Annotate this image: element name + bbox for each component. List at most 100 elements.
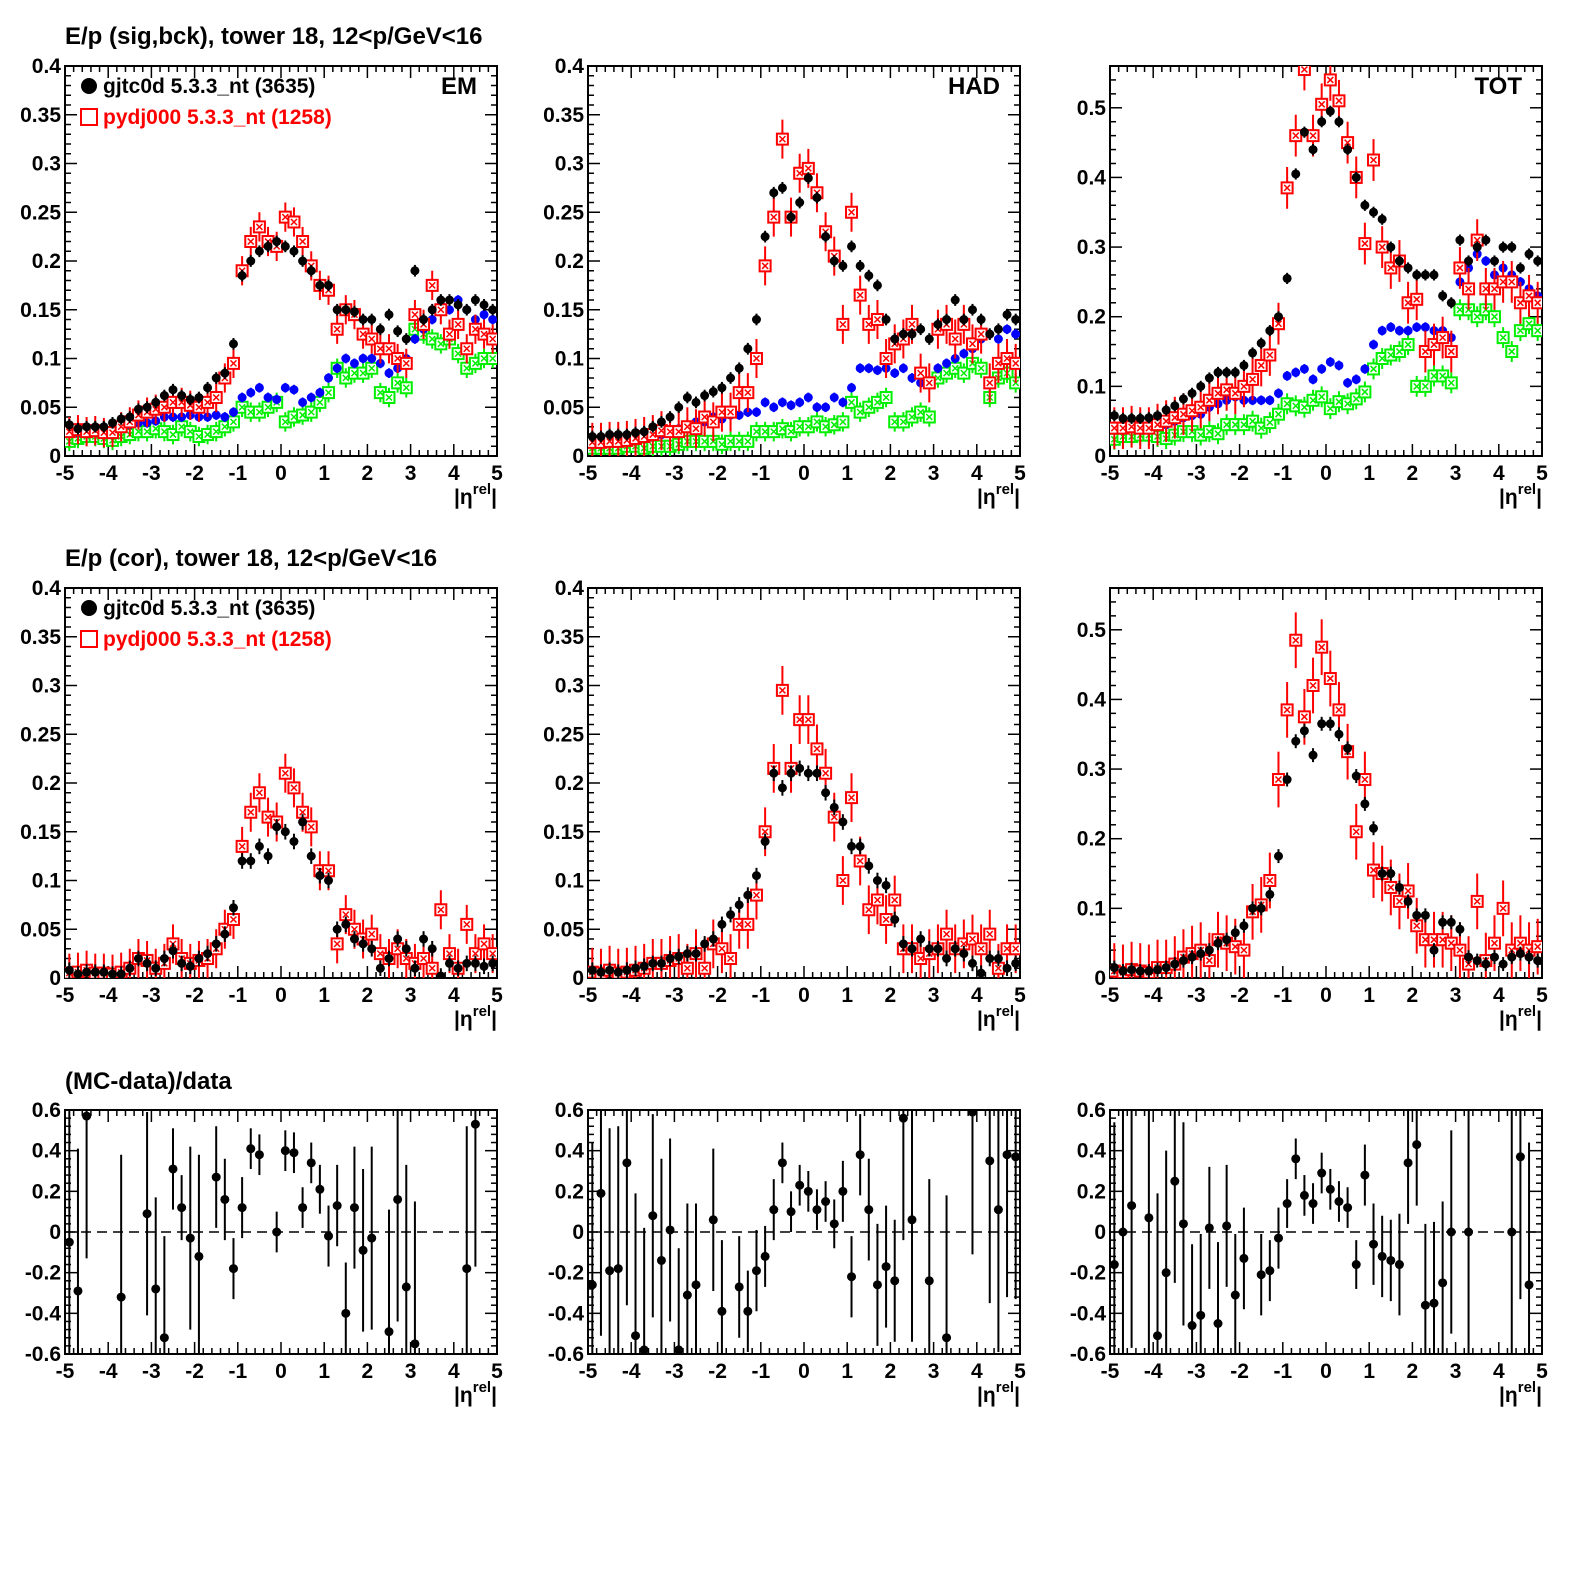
data-point-cross	[238, 403, 246, 411]
data-point	[1394, 882, 1404, 892]
data-point	[1386, 869, 1396, 879]
data-point	[1472, 956, 1482, 966]
data-point	[795, 198, 805, 207]
data-point	[1144, 966, 1154, 976]
data-point-cross	[1525, 292, 1533, 300]
data-point	[1204, 1223, 1214, 1233]
data-point-cross	[778, 135, 786, 143]
data-point-cross	[420, 954, 428, 963]
data-point	[194, 954, 204, 963]
data-point-cross	[1257, 424, 1265, 432]
data-point	[419, 934, 429, 944]
data-point-cross	[1292, 402, 1300, 410]
data-point	[401, 944, 411, 954]
data-point	[315, 280, 325, 290]
data-point	[393, 326, 403, 336]
x-tick-label: 4	[971, 984, 983, 1007]
data-point-cross	[1473, 313, 1481, 321]
y-tick-label: -0.4	[1070, 1302, 1107, 1325]
data-point-cross	[368, 335, 376, 343]
data-point	[1351, 1260, 1361, 1270]
data-layer	[588, 119, 1020, 456]
data-point	[349, 358, 359, 368]
data-point	[203, 949, 213, 959]
y-tick-label: 0.4	[32, 1140, 62, 1163]
data-point-cross	[1223, 421, 1231, 429]
data-point	[751, 407, 761, 417]
data-point	[639, 961, 649, 971]
chart-panel-cor-em: -5 -4 -3 -2 -1 0 1 2 3 4 5 0 0.05 0.1 0.15 0.2 0.25 0.3 0.…	[20, 577, 503, 1031]
data-point	[967, 305, 977, 315]
data-layer	[1110, 1110, 1534, 1354]
data-point-cross	[1439, 372, 1447, 380]
y-tick-label: 0.3	[555, 675, 584, 698]
y-tick-label: 0.1	[1077, 375, 1107, 398]
x-axis-label-bar: |	[1536, 1008, 1542, 1031]
data-point	[1161, 963, 1171, 973]
data-point-cross	[1283, 400, 1291, 408]
row-title-cor: E/p (cor), tower 18, 12<p/GeV<16	[65, 545, 437, 572]
data-point-cross	[1003, 945, 1011, 953]
data-point-cross	[873, 896, 881, 904]
x-axis-label-bar: |	[1536, 1384, 1542, 1407]
data-point	[777, 397, 787, 407]
data-point-cross	[882, 393, 890, 402]
x-tick-label: -3	[665, 984, 684, 1007]
data-point-cross	[847, 794, 856, 802]
data-point	[419, 315, 429, 324]
data-point-cross	[891, 896, 899, 904]
data-point-cross	[428, 281, 436, 289]
data-point	[298, 1203, 308, 1213]
data-point-cross	[727, 437, 735, 445]
data-point	[1351, 172, 1361, 182]
data-point	[159, 1333, 169, 1343]
data-point	[682, 949, 692, 959]
data-point	[1369, 1239, 1379, 1249]
data-point-cross	[1335, 706, 1343, 714]
panel-tag: TOT	[1474, 73, 1522, 100]
data-point	[1325, 357, 1335, 367]
data-point	[1377, 869, 1387, 879]
data-point	[1239, 360, 1249, 370]
data-point	[622, 1158, 632, 1168]
data-point	[220, 1194, 230, 1204]
x-tick-label: 3	[1450, 462, 1462, 485]
data-point	[306, 1158, 316, 1168]
data-point	[821, 1197, 831, 1206]
data-point	[1222, 935, 1232, 945]
data-point	[367, 1233, 377, 1243]
data-point	[656, 1255, 666, 1265]
data-point	[803, 393, 813, 402]
data-point-cross	[1274, 775, 1283, 784]
data-point-cross	[350, 925, 358, 933]
data-point-cross	[727, 954, 735, 963]
data-point-cross	[152, 425, 160, 433]
data-point-cross	[847, 208, 856, 216]
data-point	[237, 393, 247, 402]
x-tick-label: 5	[1536, 984, 1548, 1007]
data-point	[1420, 1300, 1430, 1310]
data-point-cross	[229, 915, 238, 924]
data-point-cross	[1387, 264, 1395, 272]
data-layer	[1110, 612, 1542, 978]
data-point-cross	[376, 389, 384, 397]
data-point-cross	[925, 413, 933, 421]
data-point	[812, 402, 822, 412]
data-point	[1386, 1255, 1396, 1265]
data-point-cross	[195, 432, 203, 441]
chart-panel-cor-had: -5 -4 -3 -2 -1 0 1 2 3 4 5 0 0.05 0.1 0.15 0.2 0.25 0.3 0.…	[543, 577, 1026, 1031]
data-point-cross	[1318, 643, 1326, 651]
y-tick-label: 0.25	[543, 201, 584, 224]
data-point	[1161, 1268, 1171, 1278]
data-point-cross	[735, 920, 743, 928]
data-point-cross	[1309, 396, 1317, 404]
data-layer	[65, 1110, 480, 1354]
data-point-cross	[899, 418, 907, 426]
data-point-cross	[830, 813, 838, 821]
data-point	[254, 383, 264, 393]
data-point-cross	[813, 745, 821, 753]
row-title-ratio: (MC-data)/data	[65, 1068, 232, 1095]
data-point	[211, 939, 221, 949]
data-point-cross	[1205, 396, 1213, 404]
